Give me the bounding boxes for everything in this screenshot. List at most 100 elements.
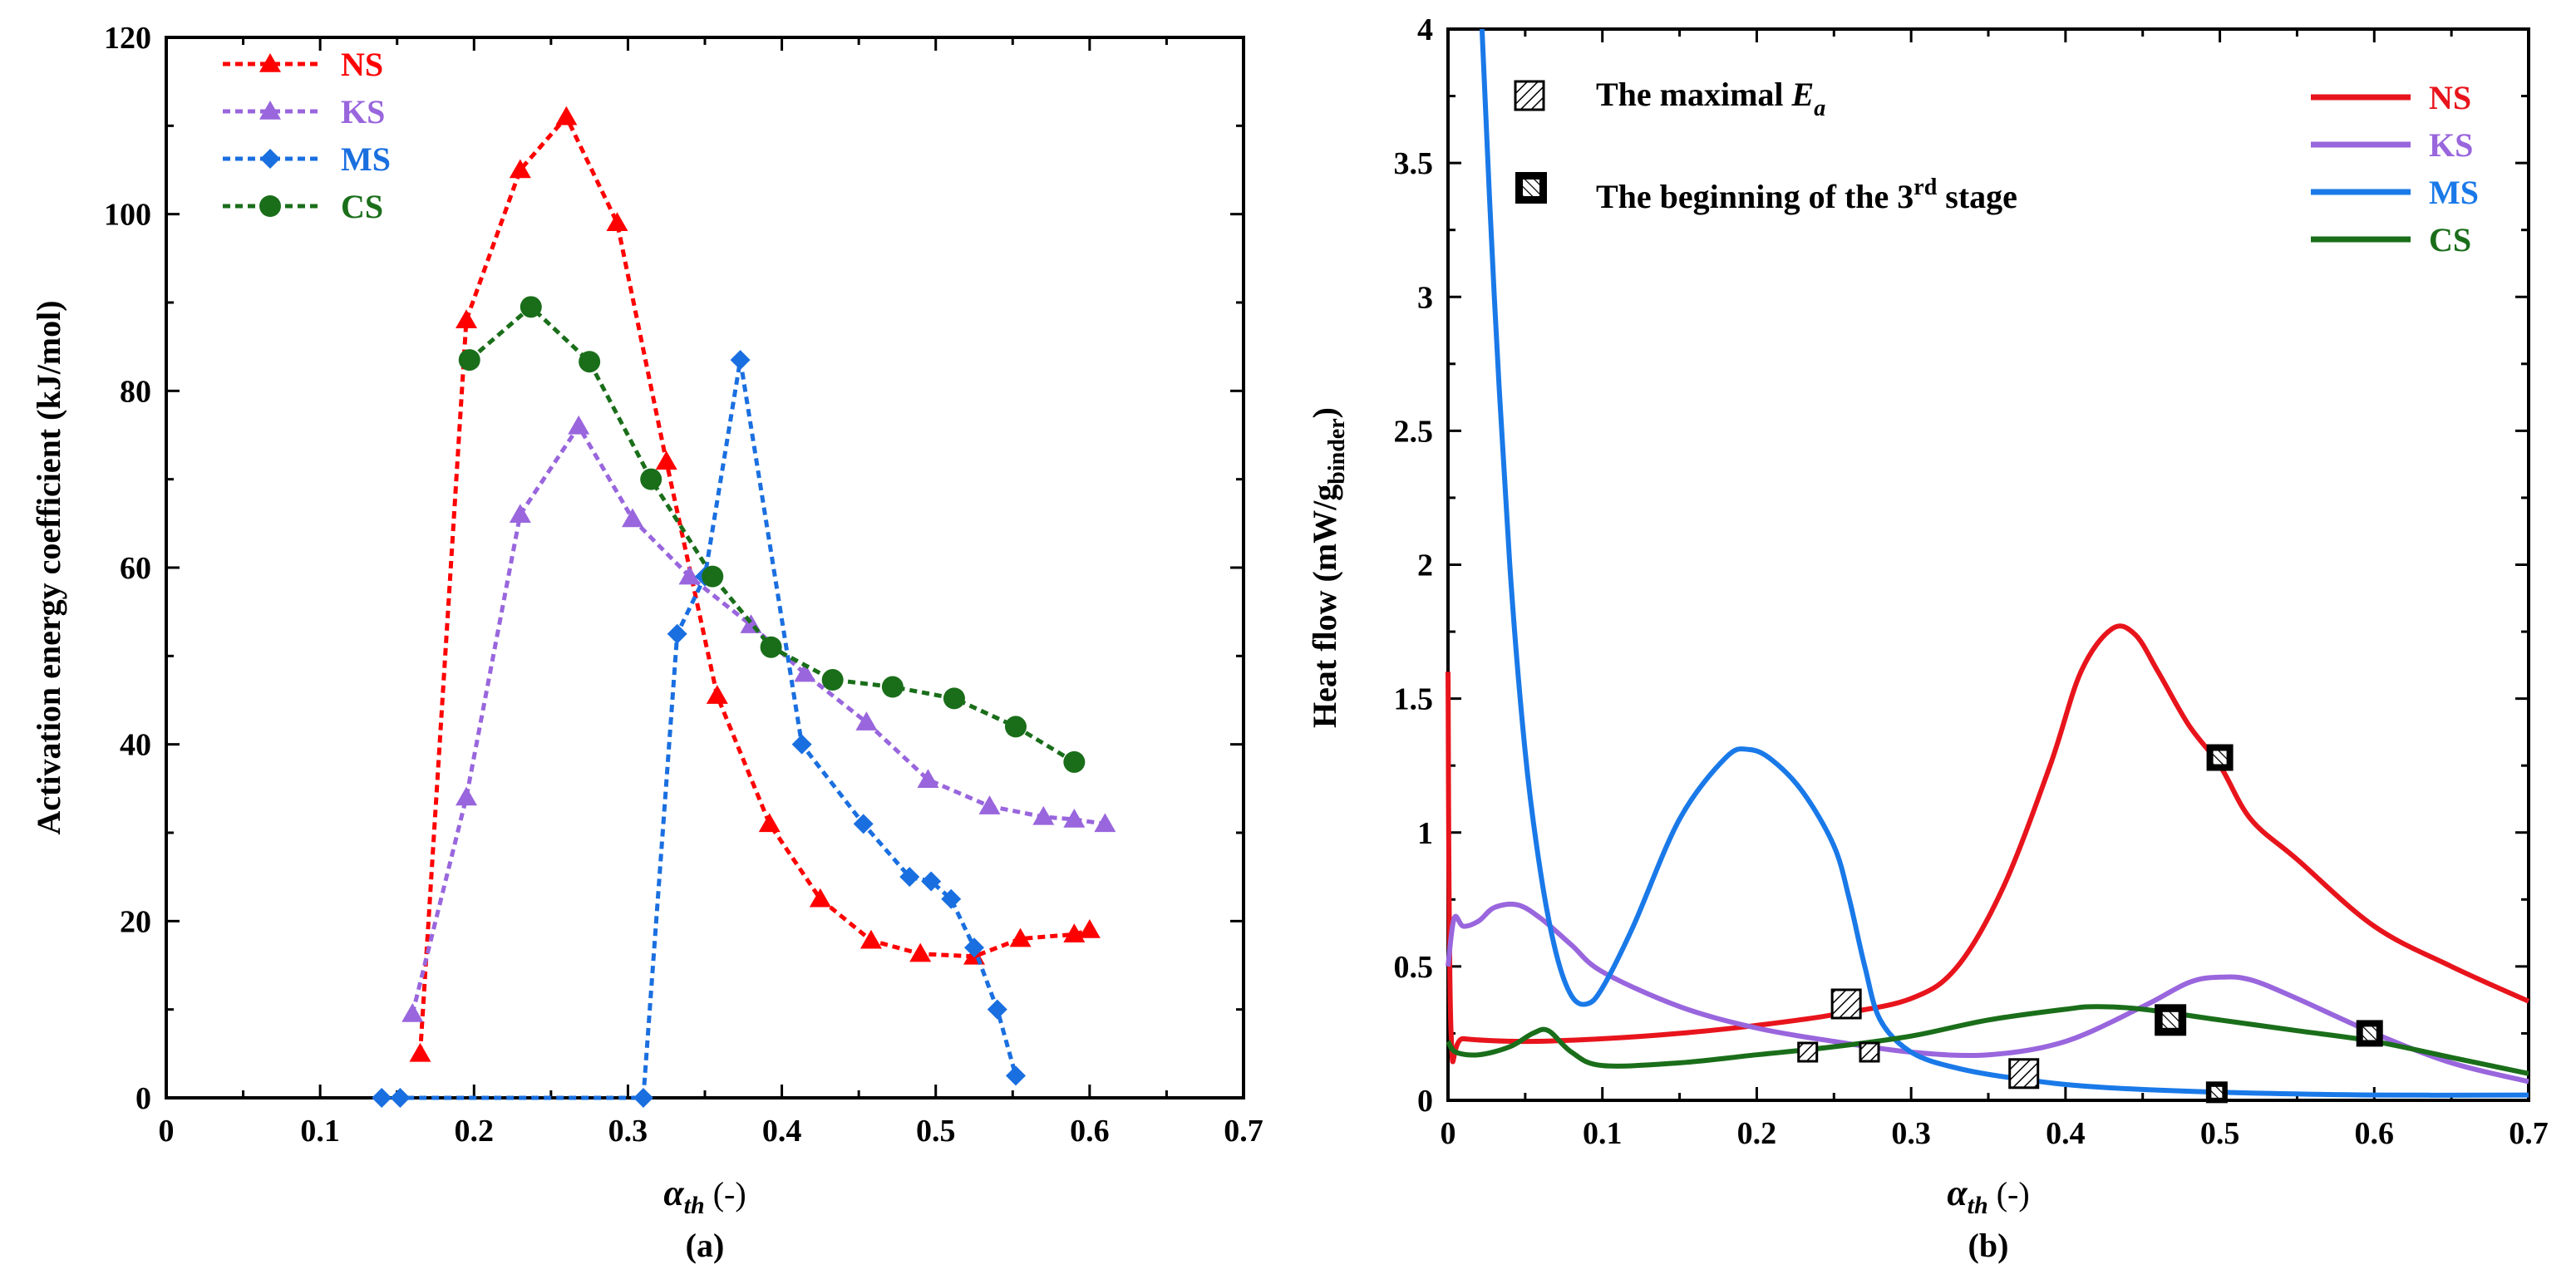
data-point-ns <box>456 309 478 329</box>
y-tick-label: 100 <box>104 198 151 233</box>
y-tick-label: 20 <box>120 904 151 939</box>
data-point-ks <box>678 565 701 585</box>
data-point-ns <box>1009 927 1032 947</box>
data-point-ms <box>791 734 812 755</box>
data-point-ks <box>1063 809 1086 828</box>
data-point-ns <box>606 212 628 232</box>
maximal-ea-note: The maximal Ea <box>1596 76 1825 121</box>
data-point-ns <box>809 888 831 908</box>
series-line-ks <box>410 422 1106 1015</box>
y-tick-label: 40 <box>120 728 151 763</box>
data-point-cs <box>458 349 480 371</box>
panel-a-legend: NS KS MS CS <box>223 46 391 225</box>
legend-marker-ks <box>259 101 281 120</box>
data-point-cs <box>520 296 542 318</box>
data-point-ks <box>978 795 1001 814</box>
stage3-marker-inner <box>2213 750 2227 765</box>
maximal-ea-legend-marker <box>1514 80 1545 111</box>
x-tick-label: 0.2 <box>455 1114 495 1149</box>
x-tick-label: 0 <box>159 1114 175 1149</box>
panel-b-tick-labels: 0 0.1 0.2 0.3 0.4 0.5 0.6 0.7 0 0.5 1 1.5 2 2.5 3 3.5 4 <box>1394 12 2549 1151</box>
stage3-marker-inner <box>2362 1026 2377 1040</box>
data-point-ms <box>633 1088 653 1108</box>
y-tick-label: 2 <box>1417 549 1433 583</box>
data-point-ms <box>987 999 1007 1020</box>
data-point-ms <box>390 1088 411 1108</box>
y-tick-label: 0.5 <box>1394 950 1434 985</box>
series-line-cs <box>468 303 1076 765</box>
panel-b-y-axis-label: Heat flow (mW/gbinder) <box>1306 407 1350 728</box>
panel-a-ticks <box>165 36 1245 1100</box>
data-point-ns <box>909 942 932 962</box>
x-tick-label: 0.5 <box>916 1114 956 1149</box>
y-tick-label: 0 <box>135 1081 151 1116</box>
data-point-ks <box>456 786 478 806</box>
maximal-ea-marker <box>2008 1058 2040 1090</box>
y-tick-label: 0 <box>1417 1084 1433 1119</box>
legend-marker-cs <box>259 195 281 217</box>
data-point-ns <box>409 1042 431 1062</box>
data-point-ns <box>706 685 728 704</box>
data-point-ms <box>730 350 751 371</box>
x-tick-label: 0 <box>1441 1116 1456 1151</box>
y-tick-label: 3.5 <box>1394 146 1434 181</box>
x-tick-label: 0.7 <box>2509 1116 2549 1151</box>
data-point-cs <box>1004 716 1027 738</box>
panel-b-label: (b) <box>1968 1227 2009 1264</box>
panel-b-markers <box>1797 744 2383 1104</box>
data-point-ns <box>555 106 578 125</box>
panel-a-activation-energy: 0 0.1 0.2 0.3 0.4 0.5 0.6 0.7 0 20 40 60 80 100 120 Ac… <box>30 21 1263 1264</box>
stage3-marker-inner <box>2162 1011 2179 1028</box>
data-point-cs <box>881 676 904 698</box>
maximal-ea-marker <box>1830 988 1862 1020</box>
panel-a-x-axis-label: αth (-) <box>663 1173 746 1219</box>
x-tick-label: 0.1 <box>300 1114 340 1149</box>
x-tick-label: 0.2 <box>1737 1116 1777 1151</box>
legend-label-ms: MS <box>341 140 391 178</box>
data-point-ms <box>921 871 942 892</box>
data-point-cs <box>702 565 724 588</box>
panel-b-legend: NS KS MS CS <box>2311 79 2479 258</box>
x-tick-label: 0.3 <box>1891 1116 1931 1151</box>
series-line-ns <box>418 113 1091 1054</box>
y-tick-label: 120 <box>104 21 151 56</box>
series-curve-ns <box>1446 623 2530 1065</box>
data-point-cs <box>821 669 844 691</box>
data-point-ks <box>855 711 878 731</box>
data-point-ms <box>1005 1065 1026 1086</box>
x-tick-label: 0.6 <box>1070 1114 1110 1149</box>
stage3-marker-inner <box>2211 1086 2223 1098</box>
data-point-cs <box>640 468 662 490</box>
data-point-ks <box>568 415 590 435</box>
data-point-ks <box>1032 805 1055 825</box>
y-tick-label: 3 <box>1417 280 1433 315</box>
data-point-ks <box>621 508 643 528</box>
legend-label-ns: NS <box>341 46 383 83</box>
data-point-cs <box>579 351 601 373</box>
y-tick-label: 1 <box>1417 816 1433 851</box>
panel-a-series <box>372 106 1116 1108</box>
stage3-note: The beginning of the 3rd stage <box>1596 175 2017 215</box>
legend-label-ns: NS <box>2429 79 2471 116</box>
x-tick-label: 0.6 <box>2355 1116 2395 1151</box>
series-curve-ms <box>1479 28 2529 1098</box>
data-point-ks <box>401 1002 424 1022</box>
data-point-ns <box>859 929 882 949</box>
y-tick-label: 80 <box>120 374 151 409</box>
data-point-ks <box>509 504 531 523</box>
data-point-ms <box>853 814 874 834</box>
legend-marker-ms <box>260 149 280 169</box>
data-point-cs <box>943 687 965 710</box>
y-tick-label: 2.5 <box>1394 414 1434 449</box>
panel-a-label: (a) <box>686 1227 725 1264</box>
data-point-ns <box>1078 918 1101 938</box>
data-point-cs <box>760 636 782 658</box>
legend-label-cs: CS <box>341 188 383 225</box>
series-curve-ks <box>1446 901 2529 1085</box>
x-tick-label: 0.7 <box>1224 1114 1263 1149</box>
data-point-ms <box>667 623 687 644</box>
x-tick-label: 0.3 <box>608 1114 648 1149</box>
maximal-ea-marker <box>1797 1041 1819 1063</box>
data-point-ns <box>509 159 531 179</box>
